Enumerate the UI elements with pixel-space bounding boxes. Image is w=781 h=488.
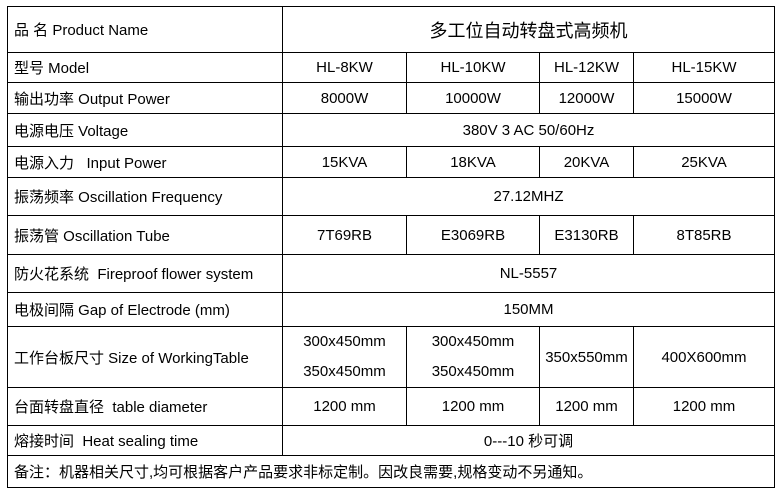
label: 品 名 Product Name xyxy=(7,6,283,53)
label: 输出功率 Output Power xyxy=(7,82,283,114)
label: 型号 Model xyxy=(7,52,283,83)
row-fireproof: 防火花系统 Fireproof flower system NL-5557 xyxy=(7,254,775,293)
cell: 400X600mm xyxy=(633,326,775,388)
label: 工作台板尺寸 Size of WorkingTable xyxy=(7,326,283,388)
cell: 12000W xyxy=(539,82,634,114)
cell: 15KVA xyxy=(282,146,407,178)
cell: 27.12MHZ xyxy=(282,177,775,216)
row-model: 型号 Model HL-8KW HL-10KW HL-12KW HL-15KW xyxy=(7,52,775,83)
label: 防火花系统 Fireproof flower system xyxy=(7,254,283,293)
cell: HL-12KW xyxy=(539,52,634,83)
row-working-table: 工作台板尺寸 Size of WorkingTable 300x450mm 350… xyxy=(7,326,775,388)
size: 300x450mm xyxy=(431,333,515,350)
cell: E3069RB xyxy=(406,215,540,255)
cell: 1200 mm xyxy=(539,387,634,426)
cell: 350x550mm xyxy=(539,326,634,388)
cell: 1200 mm xyxy=(633,387,775,426)
size: 350x450mm xyxy=(303,363,386,380)
row-note: 备注：机器相关尺寸,均可根据客户产品要求非标定制。因改良需要,规格变动不另通知。 xyxy=(7,455,775,488)
cell: 15000W xyxy=(633,82,775,114)
cell: 300x450mm 350x450mm xyxy=(282,326,407,388)
note: 备注：机器相关尺寸,均可根据客户产品要求非标定制。因改良需要,规格变动不另通知。 xyxy=(7,455,775,488)
label: 电极间隔 Gap of Electrode (mm) xyxy=(7,292,283,327)
cell: HL-15KW xyxy=(633,52,775,83)
label: 电源入力 Input Power xyxy=(7,146,283,178)
row-output-power: 输出功率 Output Power 8000W 10000W 12000W 15… xyxy=(7,82,775,114)
cell: 150MM xyxy=(282,292,775,327)
label: 振荡频率 Oscillation Frequency xyxy=(7,177,283,216)
cell: 7T69RB xyxy=(282,215,407,255)
size: 350x450mm xyxy=(431,363,515,380)
cell: 0---10 秒可调 xyxy=(282,425,775,456)
cell: HL-8KW xyxy=(282,52,407,83)
label: 电源电压 Voltage xyxy=(7,113,283,147)
cell: E3130RB xyxy=(539,215,634,255)
row-electrode-gap: 电极间隔 Gap of Electrode (mm) 150MM xyxy=(7,292,775,327)
row-oscillation-frequency: 振荡频率 Oscillation Frequency 27.12MHZ xyxy=(7,177,775,216)
cell: 25KVA xyxy=(633,146,775,178)
cell: 10000W xyxy=(406,82,540,114)
row-product-name: 品 名 Product Name 多工位自动转盘式高频机 xyxy=(7,6,775,53)
row-table-diameter: 台面转盘直径 table diameter 1200 mm 1200 mm 12… xyxy=(7,387,775,426)
cell: 380V 3 AC 50/60Hz xyxy=(282,113,775,147)
product-name-value: 多工位自动转盘式高频机 xyxy=(282,6,775,53)
cell: HL-10KW xyxy=(406,52,540,83)
row-input-power: 电源入力 Input Power 15KVA 18KVA 20KVA 25KVA xyxy=(7,146,775,178)
cell: 8T85RB xyxy=(633,215,775,255)
spec-table: 品 名 Product Name 多工位自动转盘式高频机 型号 Model HL… xyxy=(7,6,775,488)
cell: 8000W xyxy=(282,82,407,114)
cell: 1200 mm xyxy=(282,387,407,426)
size: 300x450mm xyxy=(303,333,386,350)
row-voltage: 电源电压 Voltage 380V 3 AC 50/60Hz xyxy=(7,113,775,147)
label: 熔接时间 Heat sealing time xyxy=(7,425,283,456)
cell: 300x450mm 350x450mm xyxy=(406,326,540,388)
label: 台面转盘直径 table diameter xyxy=(7,387,283,426)
cell: 1200 mm xyxy=(406,387,540,426)
label: 振荡管 Oscillation Tube xyxy=(7,215,283,255)
cell: 20KVA xyxy=(539,146,634,178)
cell: NL-5557 xyxy=(282,254,775,293)
row-oscillation-tube: 振荡管 Oscillation Tube 7T69RB E3069RB E313… xyxy=(7,215,775,255)
row-heat-sealing: 熔接时间 Heat sealing time 0---10 秒可调 xyxy=(7,425,775,456)
cell: 18KVA xyxy=(406,146,540,178)
